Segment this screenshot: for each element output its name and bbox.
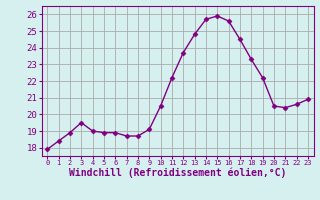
X-axis label: Windchill (Refroidissement éolien,°C): Windchill (Refroidissement éolien,°C) [69, 168, 286, 178]
